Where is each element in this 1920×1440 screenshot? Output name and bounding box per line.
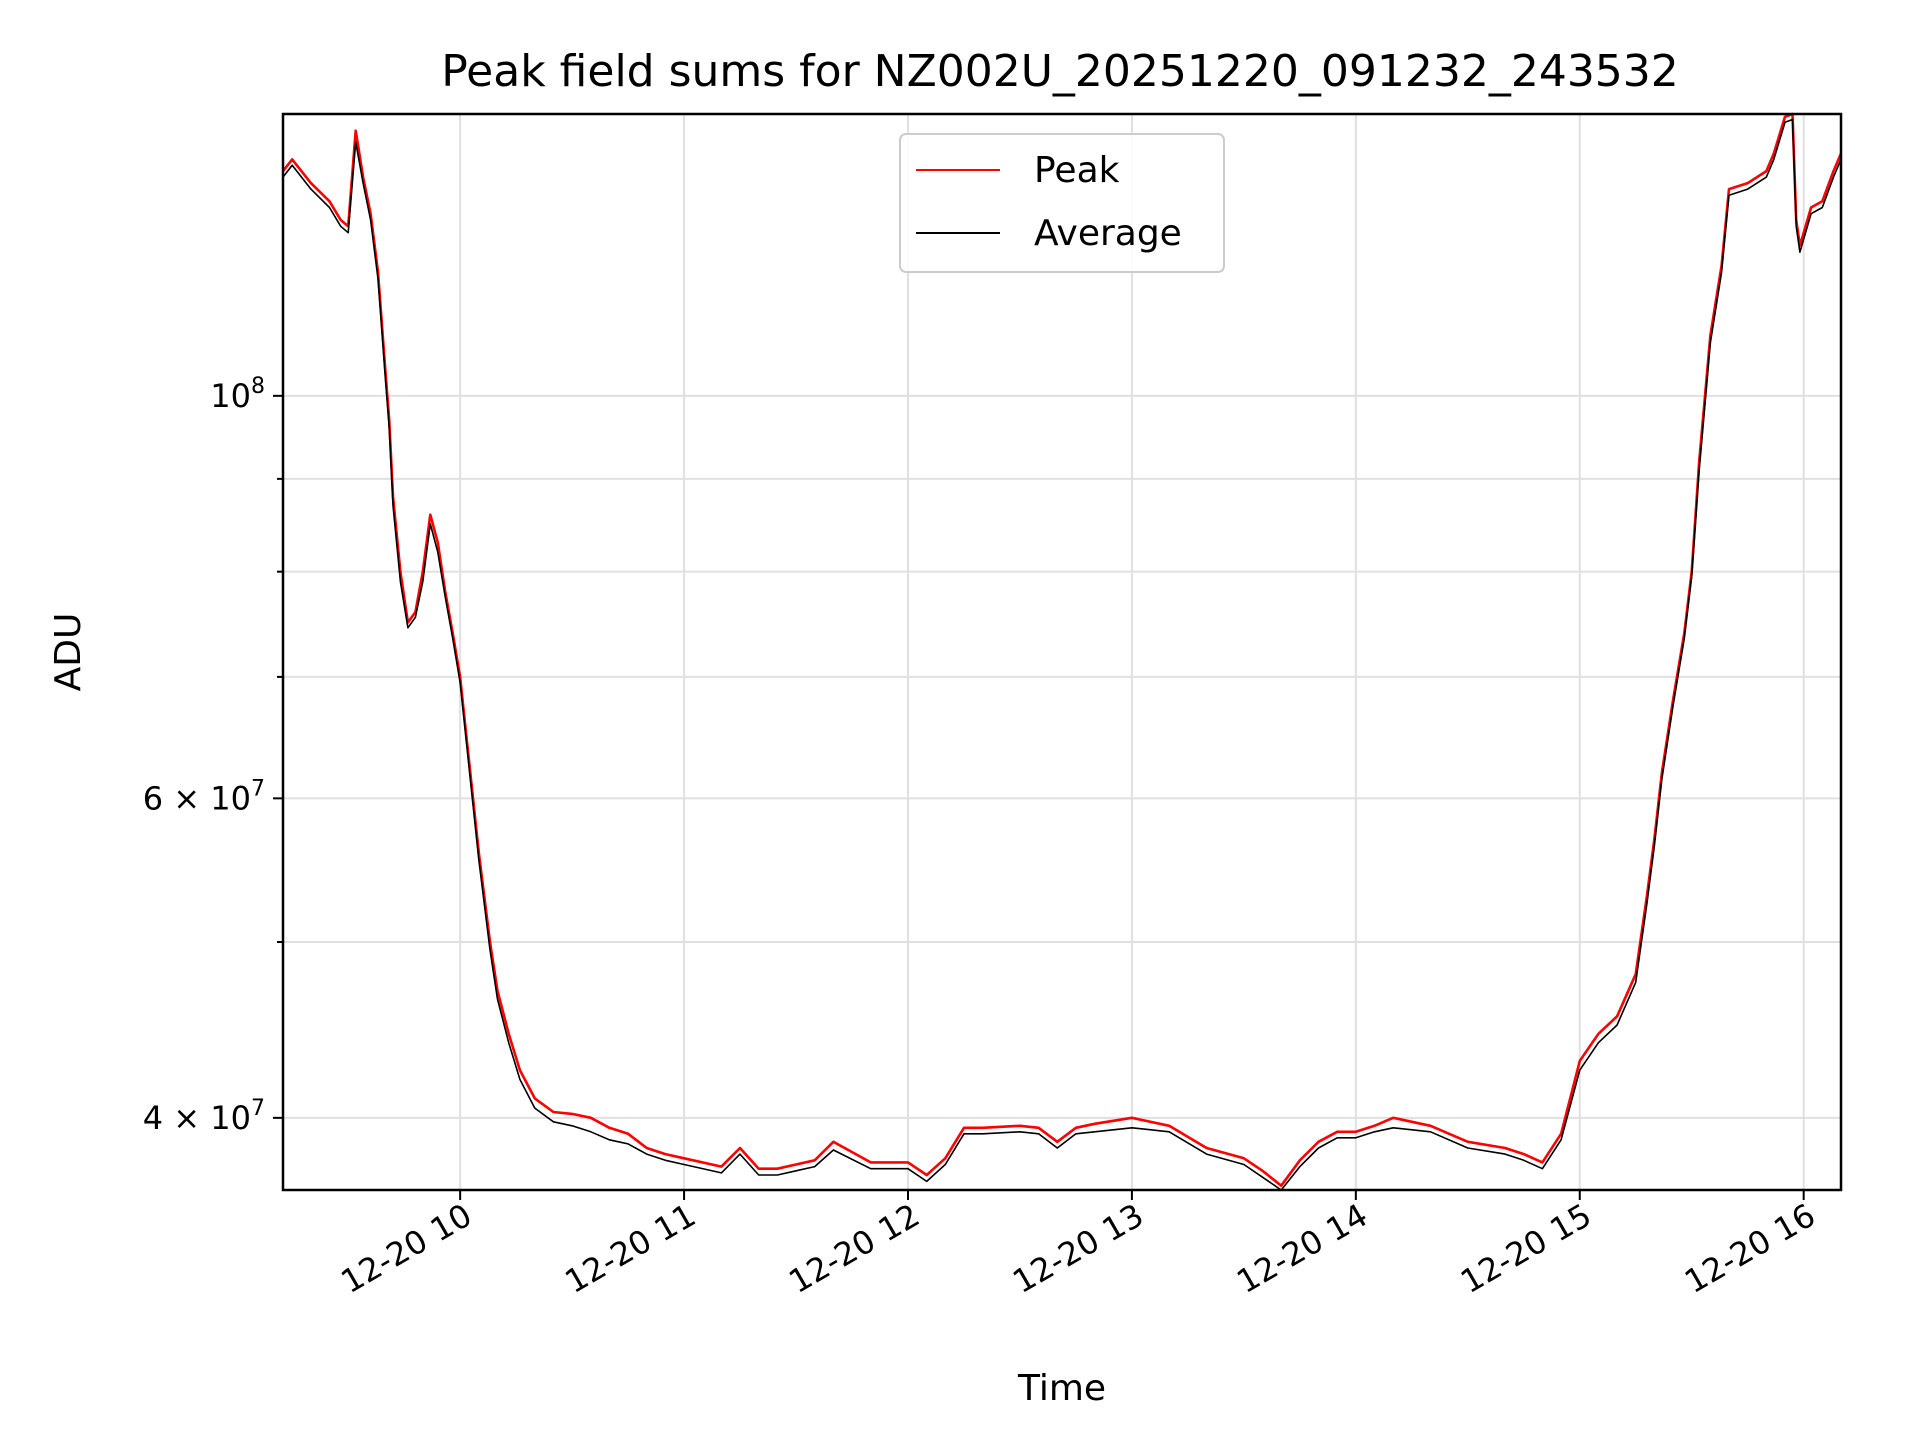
y-axis-label: ADU <box>48 613 89 692</box>
grid <box>283 114 1841 1190</box>
x-axis-label: Time <box>1017 1368 1106 1409</box>
legend-box <box>899 133 1225 273</box>
y-tick-label: 108 <box>210 374 265 415</box>
legend-average-label: Average <box>1034 213 1182 254</box>
series-line-average <box>282 118 1842 1191</box>
series-layer <box>281 112 1843 1191</box>
legend: Peak Average <box>899 133 1225 273</box>
plot-frame <box>281 112 1843 1192</box>
y-tick-label: 4 × 107 <box>143 1096 265 1137</box>
chart-title: Peak field sums for NZ002U_20251220_0912… <box>441 46 1679 97</box>
legend-peak-label: Peak <box>1034 150 1120 191</box>
y-axis: 4 × 107 6 × 107 108 <box>143 374 283 1137</box>
y-tick-label: 6 × 107 <box>143 776 265 817</box>
